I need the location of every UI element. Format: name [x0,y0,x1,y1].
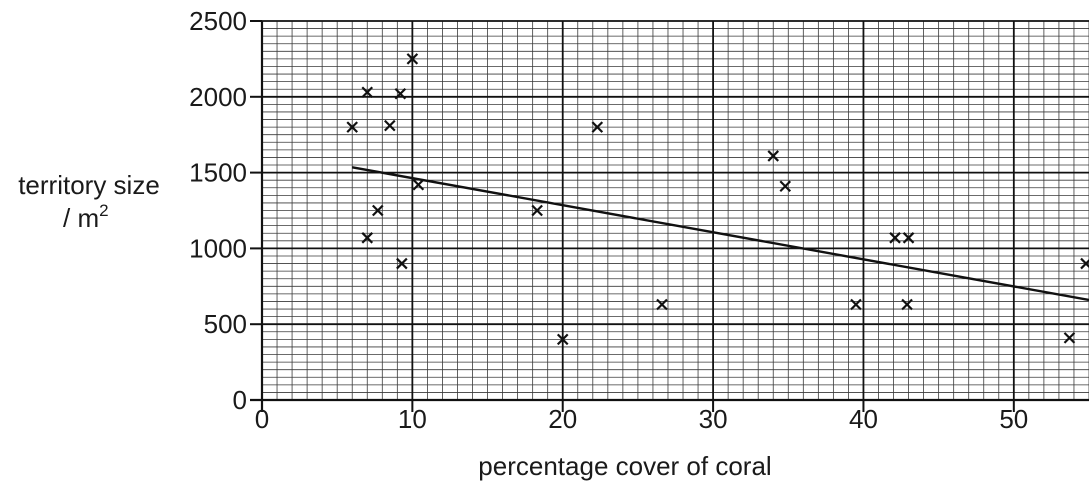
data-point-stroke [346,121,358,133]
data-point-stroke [396,257,408,270]
data-point-stroke [361,232,374,244]
y-tick-label: 2000 [189,82,247,112]
data-point [406,53,419,65]
y-tick-label: 1500 [189,158,247,188]
data-point [372,204,384,217]
x-tick-label: 20 [548,404,577,434]
y-tick-label: 2500 [189,6,247,36]
y-tick-label: 500 [204,309,247,339]
data-point [779,180,792,193]
data-point-stroke [372,204,384,217]
data-point-stroke [902,232,915,244]
data-point [394,87,407,100]
data-point-stroke [1080,258,1089,270]
data-point [412,178,425,191]
data-point-stroke [361,86,374,99]
data-point-stroke [406,53,419,65]
minor-grid [261,20,1089,401]
data-point-stroke [556,333,569,346]
data-point [901,298,913,311]
data-point-stroke [656,298,668,311]
data-point-stroke [1063,332,1076,344]
data-point-stroke [591,121,604,133]
data-point [396,257,408,270]
trend-line [352,166,1089,302]
y-axis-title-unit: / m2 [63,201,109,233]
x-tick-label: 30 [699,404,728,434]
data-point-stroke [889,232,901,244]
data-point-stroke [901,298,913,311]
y-tick-label: 0 [233,385,247,415]
data-point [902,232,915,244]
y-axis-title-line1: territory size [18,170,160,200]
data-point [384,119,396,132]
data-point-stroke [412,178,425,191]
data-point-stroke [394,87,407,100]
y-tick-label: 1000 [189,233,247,263]
data-point-stroke [531,204,543,217]
x-tick-label: 40 [849,404,878,434]
data-point-stroke [850,298,862,311]
x-tick-label: 50 [999,404,1028,434]
data-point-stroke [384,119,396,132]
data-point [361,232,374,244]
data-point [850,298,862,311]
x-tick-label: 0 [255,404,269,434]
x-tick-label: 10 [398,404,427,434]
data-point-stroke [767,150,780,162]
y-axis-unit: / m [63,203,99,233]
data-point [1080,257,1089,270]
data-point [656,298,668,311]
data-point [889,232,901,244]
data-points [346,53,1089,346]
y-axis-unit-exponent: 2 [99,201,108,220]
data-point [361,86,374,99]
data-point [591,121,604,133]
tick-labels: 0 500 1000 1500 2000 2500 0 10 20 30 40 50 [189,6,1028,434]
data-point [531,204,543,217]
data-point [346,121,358,133]
axes [250,20,1089,412]
x-axis-title: percentage cover of coral [478,451,771,481]
data-point [556,333,569,346]
trend-line-group [352,166,1089,302]
data-point-stroke [779,180,792,193]
data-point [767,150,780,162]
data-point [1063,332,1076,344]
